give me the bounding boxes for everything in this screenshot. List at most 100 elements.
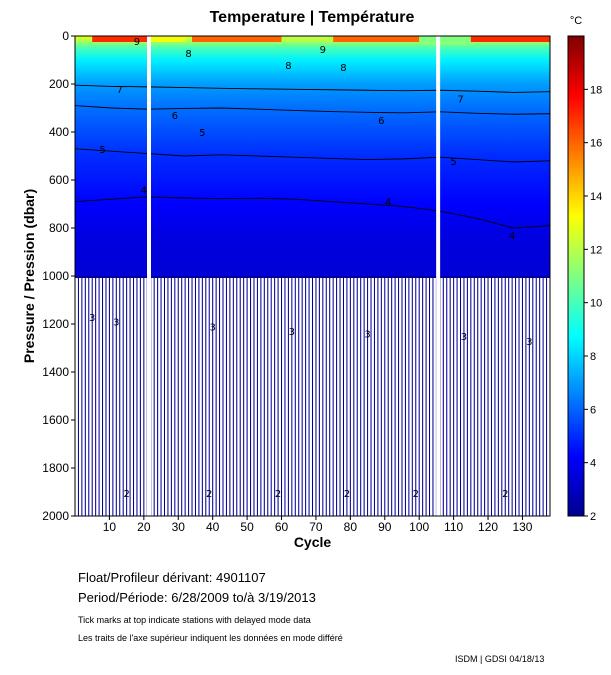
float-id: 4901107 — [216, 570, 266, 585]
profile-stripe — [120, 278, 123, 516]
contour-label-group: 9 9 8 8 8 7 7 6 6 5 5 5 4 4 4 3 3 3 3 3 3 3 2 2 2 2 2 2 — [89, 37, 533, 500]
profile-stripe — [261, 278, 264, 516]
profile-stripe — [240, 278, 244, 516]
profile-stripe — [385, 278, 388, 516]
surface-patch — [281, 36, 334, 42]
profile-stripe — [199, 278, 202, 516]
profile-stripe — [450, 278, 454, 516]
profile-stripe — [230, 278, 233, 516]
x-tick-label: 10 — [103, 520, 117, 534]
profile-stripe — [189, 278, 192, 516]
profile-stripe — [536, 278, 540, 516]
contour-label: 3 — [113, 318, 119, 329]
x-axis: 10 20 30 40 50 60 70 80 90 100 110 120 130 — [103, 516, 533, 534]
profile-stripe — [216, 278, 220, 516]
profile-stripe — [178, 278, 182, 516]
profile-stripe — [244, 278, 247, 516]
profile-stripe — [137, 278, 140, 516]
profile-stripe — [278, 278, 282, 516]
contour-label: 3 — [461, 332, 467, 343]
profile-stripe — [78, 278, 82, 516]
profile-stripe — [257, 278, 261, 516]
note-french: Les traits de l'axe supérieur indiquent … — [78, 633, 343, 643]
colorbar-ticks: 2 4 6 8 10 12 14 16 18 — [584, 84, 602, 523]
profile-stripe — [154, 278, 158, 516]
profile-stripe — [392, 278, 395, 516]
profile-stripe — [209, 278, 213, 516]
profile-stripe — [361, 278, 364, 516]
profile-stripe — [309, 278, 312, 516]
period-join: to/à — [232, 590, 255, 605]
profile-stripe — [467, 278, 471, 516]
profile-stripe — [306, 278, 309, 516]
x-axis-label: Cycle — [294, 534, 332, 550]
profile-stripe — [547, 278, 550, 516]
profile-stripe — [502, 278, 505, 516]
surface-patch — [470, 36, 550, 42]
contour-label: 3 — [364, 330, 370, 341]
contour-label: 2 — [206, 489, 212, 500]
colorbar-tick-label: 12 — [590, 244, 602, 256]
contour-line-4 — [75, 196, 550, 229]
contour-label: 7 — [457, 94, 463, 105]
contour-label: 3 — [289, 327, 295, 338]
profile-stripe — [185, 278, 189, 516]
profile-stripe — [464, 278, 467, 516]
x-tick-label: 30 — [172, 520, 186, 534]
float-line: Float/Profileur dérivant: 4901107 — [78, 570, 266, 585]
profile-stripe — [316, 278, 319, 516]
profile-stripe — [282, 278, 285, 516]
profile-stripe — [96, 278, 99, 516]
profile-stripe — [419, 278, 423, 516]
profile-stripe — [140, 278, 144, 516]
profile-stripe — [288, 278, 292, 516]
period-label: Period/Période: — [78, 590, 168, 605]
data-gap-bars — [147, 36, 441, 516]
profile-stripe — [343, 278, 347, 516]
profile-stripe — [326, 278, 330, 516]
profile-stripe — [127, 278, 130, 516]
contour-label: 7 — [117, 85, 123, 96]
x-tick-label: 100 — [409, 520, 429, 534]
contour-label: 5 — [99, 145, 105, 156]
profile-stripe — [395, 278, 399, 516]
contour-label: 3 — [209, 322, 215, 333]
profile-stripe — [109, 278, 113, 516]
profile-stripe — [220, 278, 223, 516]
colorbar-tick-label: 16 — [590, 138, 602, 150]
profile-stripe — [92, 278, 96, 516]
profile-stripe — [295, 278, 299, 516]
profile-gap-stripes — [75, 278, 550, 516]
x-tick-label: 80 — [344, 520, 358, 534]
y-tick-label: 1200 — [42, 317, 69, 331]
profile-stripe — [340, 278, 343, 516]
profile-stripe — [213, 278, 216, 516]
x-tick-label: 120 — [478, 520, 498, 534]
profile-stripe — [161, 278, 164, 516]
y-tick-label: 2000 — [42, 509, 69, 523]
colorbar-unit: °C — [570, 15, 582, 27]
profile-stripe — [409, 278, 412, 516]
profile-stripe — [378, 278, 381, 516]
y-tick-label: 1600 — [42, 413, 69, 427]
period-line: Period/Période: 6/28/2009 to/à 3/19/2013 — [78, 590, 316, 605]
y-axis-label: Pressure / Pression (dbar) — [21, 189, 37, 363]
contour-label: 9 — [320, 45, 326, 56]
y-tick-label: 800 — [49, 221, 69, 235]
profile-stripe — [271, 278, 275, 516]
contour-label: 8 — [285, 61, 291, 72]
profile-stripe — [447, 278, 450, 516]
contour-line-7 — [75, 84, 550, 93]
x-tick-label: 110 — [444, 520, 463, 534]
profile-stripe — [357, 278, 361, 516]
profile-stripe — [319, 278, 323, 516]
isotherm-contours — [75, 84, 550, 229]
y-axis: 0 200 400 600 800 1000 1200 1400 1600 1800 2000 — [42, 29, 75, 523]
x-tick-label: 50 — [240, 520, 254, 534]
profile-stripe — [505, 278, 509, 516]
profile-stripe — [202, 278, 206, 516]
contour-label: 6 — [378, 116, 384, 127]
profile-stripe — [106, 278, 109, 516]
profile-stripe — [474, 278, 478, 516]
